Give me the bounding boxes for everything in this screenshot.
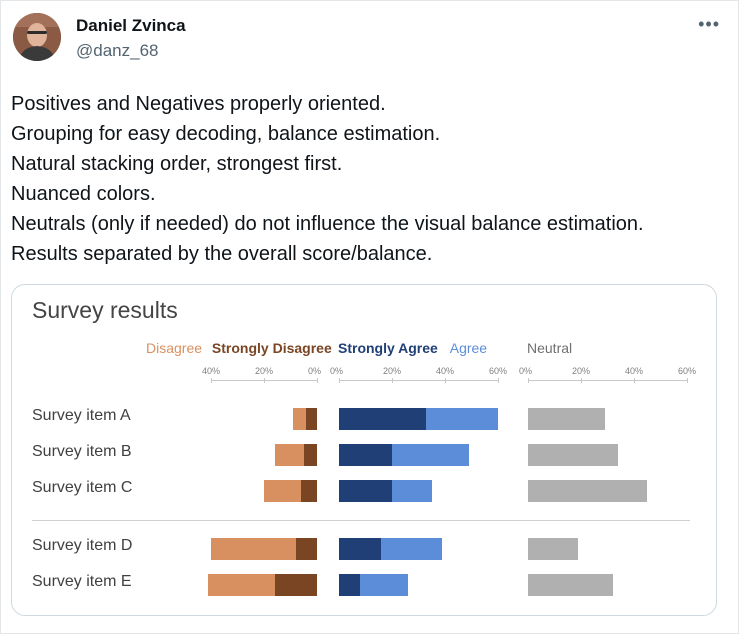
axis-tick-label: 40% [436,366,455,376]
bar-neutral [528,444,619,466]
author-handle[interactable]: @danz_68 [76,41,159,60]
item-label: Survey item E [32,573,132,590]
bar-strongly-disagree [274,574,317,596]
group-divider [32,520,690,521]
tweet-line: Positives and Negatives properly oriente… [11,93,386,115]
axis-tick-label: 40% [625,366,644,376]
bar-disagree [264,480,302,502]
tweet-line: Nuanced colors. [11,183,156,205]
axis-tick-mark [391,378,393,383]
legend-strongly-agree: Strongly Agree [338,340,438,356]
legend-neutral: Neutral [527,340,572,356]
axis-tick-label: 20% [255,366,274,376]
axis-tick-mark [263,378,265,383]
legend-positive: Strongly Agree Agree [338,340,487,356]
bar-disagree [293,408,307,430]
bar-strongly-agree [339,574,361,596]
axis-tick-label: 20% [572,366,591,376]
bar-agree [392,444,469,466]
chart-image-card[interactable]: Survey results Disagree Strongly Disagre… [11,284,717,616]
axis-tick-label: 60% [678,366,697,376]
item-label: Survey item A [32,407,131,424]
item-label: Survey item B [32,443,132,460]
tweet-line: Grouping for easy decoding, balance esti… [11,123,441,145]
axis-tick-label: 0% [330,366,344,376]
tweet-line: Natural stacking order, strongest first. [11,153,343,175]
axis-tick-label: 40% [202,366,221,376]
avatar-image [13,13,61,61]
axis-tick-label: 20% [383,366,402,376]
axis-tick-mark [633,378,635,383]
axis-tick-mark [686,378,688,383]
bar-strongly-disagree [303,444,317,466]
bar-strongly-agree [339,538,382,560]
axis-tick-label: 60% [489,366,508,376]
axis-tick-label: 0% [308,366,322,376]
bar-disagree [208,574,275,596]
axis-tick-mark [497,378,499,383]
bar-strongly-disagree [295,538,317,560]
item-label: Survey item D [32,537,133,554]
bar-strongly-agree [339,480,392,502]
bar-strongly-disagree [301,480,317,502]
legend-agree: Agree [449,340,488,356]
axis-tick-mark [580,378,582,383]
axis-tick-mark [210,378,212,383]
legend-disagree: Disagree [146,340,203,356]
more-horizontal-icon[interactable]: ••• [698,14,720,34]
legend-strongly-disagree: Strongly Disagree [211,340,332,356]
avatar[interactable] [13,13,61,61]
bar-agree [392,480,432,502]
tweet-line: Results separated by the overall score/b… [11,243,433,265]
axis-line-positive [339,380,498,381]
axis-tick-mark [316,378,318,383]
bar-disagree [274,444,304,466]
chart-title: Survey results [32,297,178,323]
item-label: Survey item C [32,479,133,496]
tweet-text: Positives and Negatives properly oriente… [11,89,731,269]
bar-agree [426,408,498,430]
legend-negative: Disagree Strongly Disagree [146,340,332,356]
tweet-line: Neutrals (only if needed) do not influen… [11,213,644,235]
bar-neutral [528,408,605,430]
bar-strongly-disagree [306,408,317,430]
bar-strongly-agree [339,444,392,466]
axis-tick-mark [338,378,340,383]
axis-tick-mark [444,378,446,383]
bar-neutral [528,480,648,502]
bar-neutral [528,538,579,560]
bar-neutral [528,574,613,596]
bar-agree [360,574,408,596]
bar-agree [381,538,443,560]
legend-neutral-label: Neutral [527,340,573,356]
axis-tick-mark [527,378,529,383]
axis-line-neutral [528,380,687,381]
axis-tick-label: 0% [519,366,533,376]
author-name[interactable]: Daniel Zvinca [76,16,186,35]
bar-strongly-agree [339,408,427,430]
bar-disagree [211,538,296,560]
